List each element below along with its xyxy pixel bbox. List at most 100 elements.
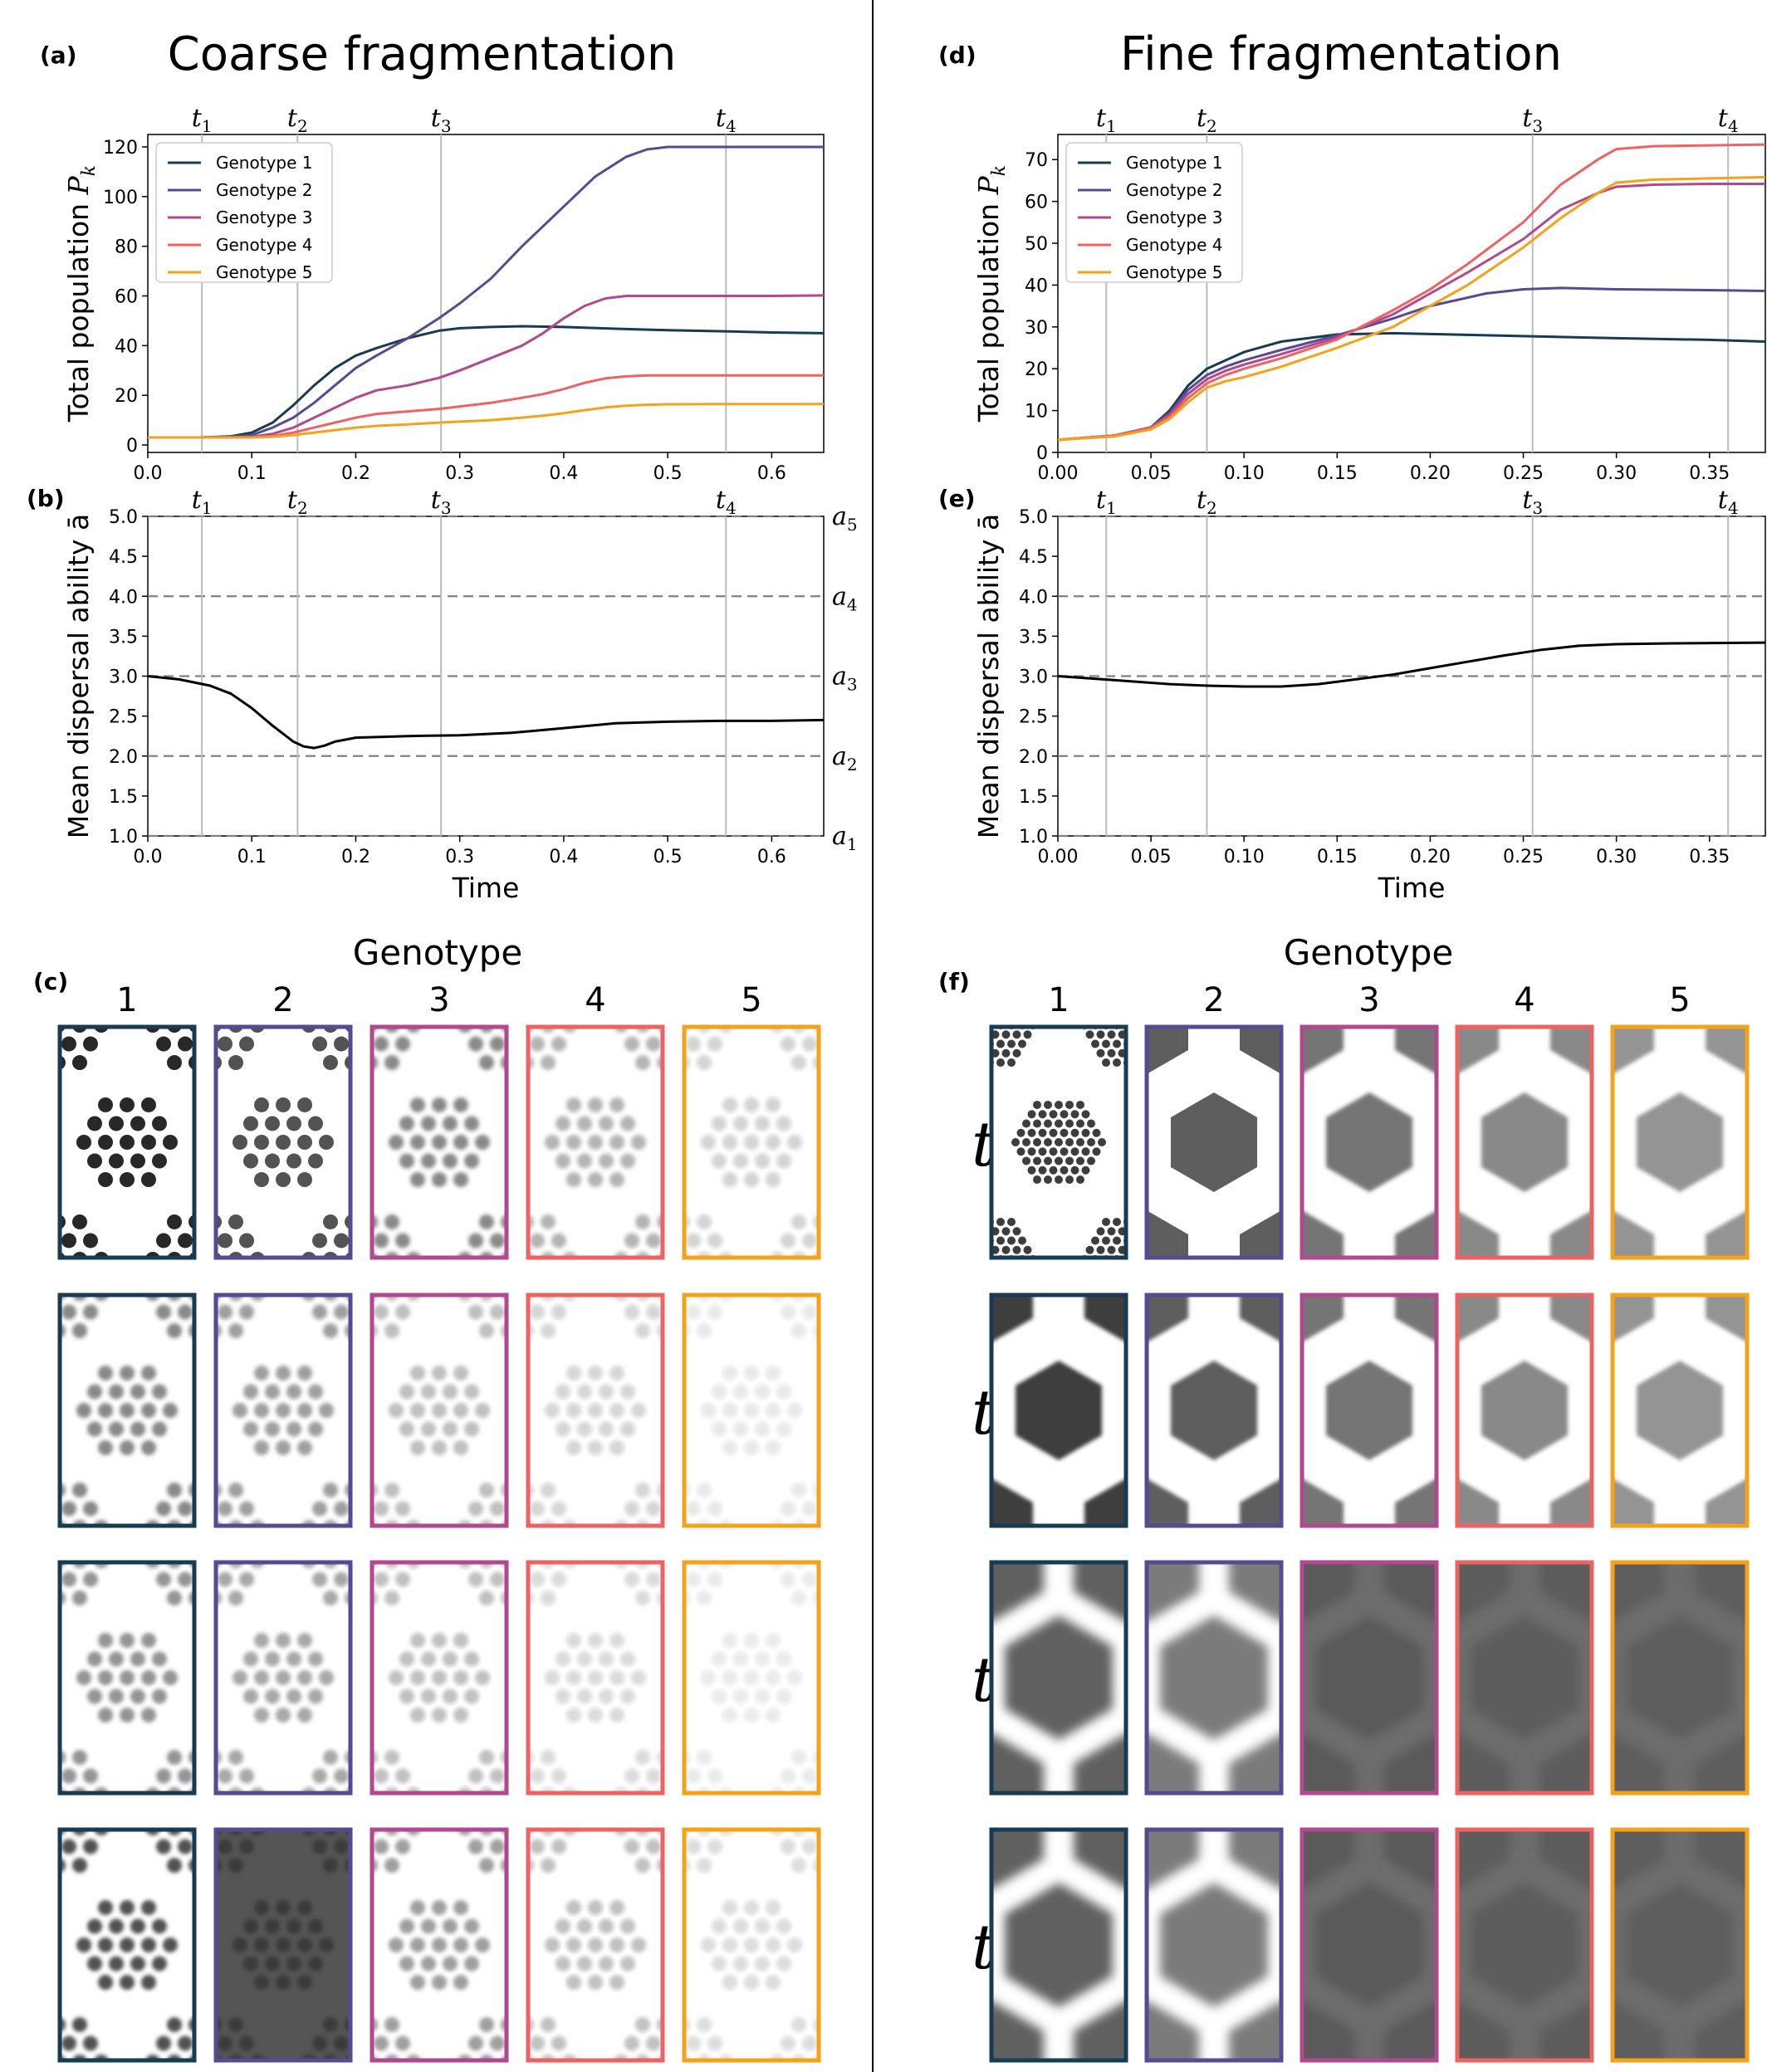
y-tick-label: 1.5	[1019, 787, 1048, 808]
snapshot-frame	[1455, 1024, 1594, 1260]
y-tick-label: 4.0	[109, 587, 138, 608]
legend-entry: Genotype 5	[216, 262, 312, 282]
series-line-genotype-2	[148, 145, 824, 439]
snapshot-cell-t4-genotype-4	[1455, 1827, 1594, 2063]
x-tick-label: 0.3	[445, 847, 474, 867]
panel-letter-e: (e)	[938, 485, 976, 512]
snapshot-cell-t3-genotype-5	[682, 1560, 821, 1796]
y-tick-label: 2.0	[1019, 747, 1048, 768]
legend-box	[155, 142, 333, 283]
snapshot-cell-t2-genotype-3	[1300, 1293, 1439, 1528]
y-tick-label: 1.0	[1019, 827, 1048, 848]
snapshot-cell-t2-genotype-5	[682, 1293, 821, 1528]
y-tick-label: 40	[1025, 276, 1048, 296]
snapshot-cell-t2-genotype-5	[1610, 1293, 1750, 1528]
snapshot-frame	[682, 1827, 821, 2063]
y-tick-label: 80	[115, 237, 138, 258]
snapshot-frame	[526, 1560, 665, 1796]
genotype-number-3: 3	[1358, 981, 1379, 1019]
y-axis-label: Mean dispersal ability ā	[62, 514, 95, 838]
y-tick-label: 0	[1036, 443, 1048, 464]
snapshot-frame	[213, 1560, 353, 1796]
snapshot-frame	[682, 1024, 821, 1260]
y-tick-label: 20	[115, 386, 138, 407]
y-tick-label: 4.5	[109, 547, 138, 568]
x-tick-label: 0.35	[1689, 463, 1730, 484]
snapshot-cell-t1-genotype-1	[989, 1024, 1128, 1260]
snapshot-frame	[57, 1293, 197, 1528]
y-tick-label: 3.5	[109, 627, 138, 648]
time-marker-label-t1: t1	[192, 104, 213, 136]
x-tick-label: 0.3	[445, 463, 474, 484]
series-line-genotype-4	[148, 374, 824, 439]
legend-box	[1065, 142, 1243, 283]
y-tick-label: 1.5	[109, 787, 138, 808]
snapshot-frame	[213, 1293, 353, 1528]
snapshot-cell-t3-genotype-2	[213, 1560, 353, 1796]
x-tick-label: 0.1	[237, 847, 267, 867]
snapshot-frame	[989, 1293, 1128, 1528]
snapshot-cell-t3-genotype-4	[526, 1560, 665, 1796]
x-tick-label: 0.0	[134, 463, 163, 484]
genotype-number-2: 2	[1203, 981, 1224, 1019]
chart-a-total-population: t1 t2 t3 t4 0.0 0.1 0.2 0.3 0.4 0.5 0.6 0 20 40 60 80 10…	[62, 104, 825, 484]
x-tick-label: 0.35	[1689, 847, 1730, 867]
mean-dispersal-line	[1057, 641, 1766, 688]
snapshot-cell-t2-genotype-4	[1455, 1293, 1594, 1528]
snapshot-frame	[1610, 1293, 1750, 1528]
x-tick-label: 0.25	[1503, 463, 1544, 484]
y-tick-label: 5.0	[109, 507, 138, 528]
y-tick-label: 5.0	[1019, 507, 1048, 528]
panel-letter-b: (b)	[27, 485, 65, 512]
y-tick-label: 50	[1025, 234, 1048, 255]
series-line-genotype-5	[148, 403, 824, 439]
y-tick-label: 0	[126, 436, 138, 457]
y-tick-label: 40	[115, 336, 138, 357]
genotype-number-1: 1	[1048, 981, 1069, 1019]
genotype-grid-fine: 12345t1t2t3t4	[972, 981, 1750, 2063]
snapshot-cell-t3-genotype-2	[1144, 1560, 1284, 1796]
y-axis-label: Mean dispersal ability ā	[972, 514, 1005, 838]
snapshot-frame	[989, 1024, 1128, 1260]
legend-entry: Genotype 4	[216, 235, 312, 255]
y-tick-label: 100	[103, 188, 138, 208]
snapshot-frame	[1144, 1560, 1284, 1796]
y-tick-label: 70	[1025, 150, 1048, 171]
time-marker-label-t2: t2	[1197, 486, 1217, 518]
time-marker-label-t4: t4	[716, 486, 737, 518]
snapshot-frame	[1144, 1827, 1284, 2063]
snapshot-frame	[370, 1024, 509, 1260]
x-tick-label: 0.10	[1224, 847, 1265, 867]
x-tick-label: 0.6	[757, 463, 786, 484]
snapshot-frame	[682, 1293, 821, 1528]
snapshot-cell-t4-genotype-3	[1300, 1827, 1439, 2063]
legend-entry: Genotype 2	[1126, 180, 1222, 200]
snapshot-cell-t2-genotype-2	[1144, 1293, 1284, 1528]
genotype-number-5: 5	[1669, 981, 1690, 1019]
x-tick-label: 0.10	[1224, 463, 1265, 484]
panel-letter-a: (a)	[40, 42, 77, 69]
snapshot-frame	[1300, 1560, 1439, 1796]
time-marker-label-t3: t3	[431, 104, 452, 136]
grid-f-title: Genotype	[1284, 932, 1454, 973]
panel-d-title: Fine fragmentation	[1120, 27, 1562, 81]
x-tick-label: 0.4	[549, 847, 578, 867]
x-tick-label: 0.6	[757, 847, 786, 867]
dispersal-level-label: a4	[832, 582, 858, 614]
snapshot-cell-t4-genotype-1	[989, 1827, 1128, 2063]
snapshot-cell-t1-genotype-2	[213, 1024, 353, 1260]
time-marker-label-t2: t2	[1197, 104, 1217, 136]
snapshot-frame	[1300, 1827, 1439, 2063]
snapshot-cell-t1-genotype-4	[526, 1024, 665, 1260]
time-marker-label-t3: t3	[1522, 486, 1543, 518]
panel-letter-f: (f)	[938, 968, 970, 995]
series-line-genotype-3	[148, 294, 825, 439]
snapshot-cell-t2-genotype-3	[370, 1293, 509, 1528]
legend-entry: Genotype 3	[216, 208, 312, 227]
x-tick-label: 0.15	[1317, 847, 1358, 867]
dispersal-level-label: a3	[832, 662, 858, 695]
snapshot-cell-t2-genotype-2	[213, 1293, 353, 1528]
legend-entry: Genotype 3	[1126, 208, 1222, 227]
y-tick-label: 4.0	[1019, 587, 1048, 608]
y-tick-label: 4.5	[1019, 547, 1048, 568]
